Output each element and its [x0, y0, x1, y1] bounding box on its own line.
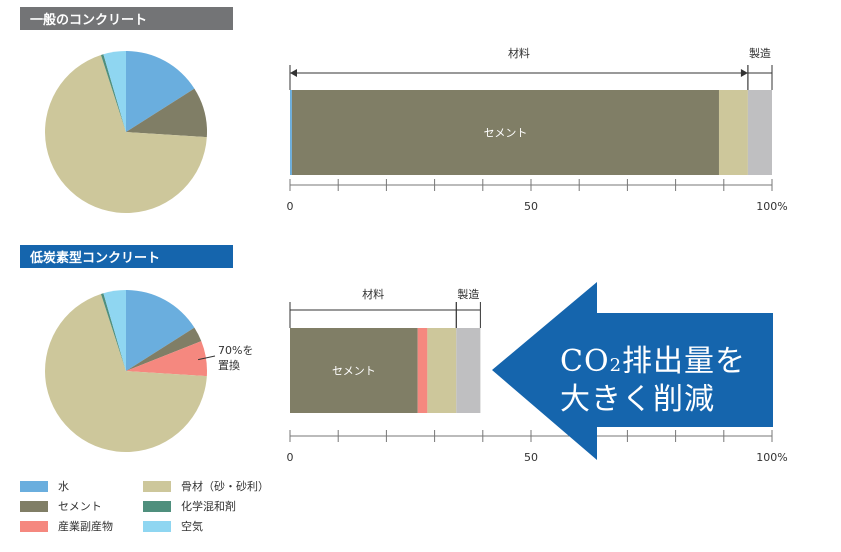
legend-item-byproduct: 産業副産物	[20, 518, 113, 534]
pie-lowcarbon-slice-2	[126, 341, 207, 377]
bar-lowcarbon-segment-1	[417, 328, 428, 413]
co2-subscript: 2	[609, 355, 623, 376]
legend-swatch-aggregate	[143, 480, 171, 492]
conventional-concrete-title: 一般のコンクリート	[20, 7, 233, 30]
legend-label: 化学混和剤	[181, 500, 236, 513]
legend-label: セメント	[58, 500, 102, 513]
bar-lowcarbon-segment-label: セメント	[332, 365, 376, 378]
replace-leader-line	[197, 355, 216, 361]
bar-lowcarbon-segment-2	[427, 328, 457, 413]
bar-conventional-bracket-label: 材料	[508, 46, 530, 60]
legend-item-admixture: 化学混和剤	[143, 498, 236, 514]
bar-conventional-segment-1	[291, 90, 719, 175]
pie-conventional-slice-4	[103, 51, 126, 132]
pie-lowcarbon-slice-1	[126, 327, 202, 371]
bar-lowcarbon-tick-label: 0	[287, 451, 294, 464]
legend-item-air: 空気	[143, 518, 203, 534]
replace-annotation-line2: 置換	[218, 359, 240, 372]
legend: 水 骨材（砂・砂利） セメント 化学混和剤 産業副産物 空気	[20, 478, 320, 538]
legend-swatch-admixture	[143, 500, 171, 512]
pie-conventional-slice-1	[126, 88, 207, 138]
replace-annotation-line1: 70%を	[218, 344, 253, 357]
co2-suffix: 排出量を	[622, 344, 747, 379]
bar-conventional-segment-3	[747, 90, 772, 175]
bar-conventional-segment-2	[718, 90, 748, 175]
legend-swatch-cement	[20, 500, 48, 512]
bar-conventional-arrowhead-left	[290, 69, 297, 77]
low-carbon-concrete-title: 低炭素型コンクリート	[20, 245, 233, 268]
bar-conventional-tick-label: 50	[524, 200, 538, 213]
legend-label: 産業副産物	[58, 520, 113, 533]
bar-conventional-segment-0	[290, 90, 292, 175]
legend-label: 水	[58, 480, 69, 493]
legend-item-water: 水	[20, 478, 69, 494]
pie-conventional-slice-3	[100, 54, 126, 132]
pie-conventional-slice-0	[126, 51, 195, 132]
pie-lowcarbon-slice-5	[103, 290, 126, 371]
legend-swatch-water	[20, 480, 48, 492]
pie-conventional-slice-2	[45, 54, 207, 214]
legend-swatch-air	[143, 520, 171, 532]
bar-conventional-segment-label: セメント	[484, 127, 528, 140]
bar-lowcarbon-tick-label: 50	[524, 451, 538, 464]
bar-lowcarbon-bracket-label: 材料	[362, 287, 384, 301]
legend-item-cement: セメント	[20, 498, 102, 514]
pie-lowcarbon-slice-3	[44, 293, 207, 453]
bar-conventional-bracket-label: 製造	[749, 46, 771, 60]
legend-label: 骨材（砂・砂利）	[181, 480, 269, 493]
pie-lowcarbon-slice-0	[126, 290, 195, 371]
bar-conventional-tick-label: 100%	[756, 200, 787, 213]
bar-lowcarbon-segment-3	[456, 328, 481, 413]
pie-lowcarbon-slice-4	[100, 293, 126, 371]
bar-conventional-tick-label: 0	[287, 200, 294, 213]
bar-lowcarbon-segment-0	[290, 328, 418, 413]
bar-lowcarbon-tick-label: 100%	[756, 451, 787, 464]
legend-swatch-byproduct	[20, 520, 48, 532]
co2-reduction-arrow	[492, 282, 773, 460]
bar-conventional-arrowhead-right	[740, 69, 748, 77]
co2-reduction-line1: CO2排出量を	[560, 336, 746, 380]
bar-lowcarbon-bracket-label: 製造	[457, 287, 479, 301]
co2-reduction-line2: 大きく削減	[560, 382, 715, 417]
legend-label: 空気	[181, 520, 203, 533]
co2-prefix: CO	[560, 344, 610, 379]
legend-item-aggregate: 骨材（砂・砂利）	[143, 478, 269, 494]
